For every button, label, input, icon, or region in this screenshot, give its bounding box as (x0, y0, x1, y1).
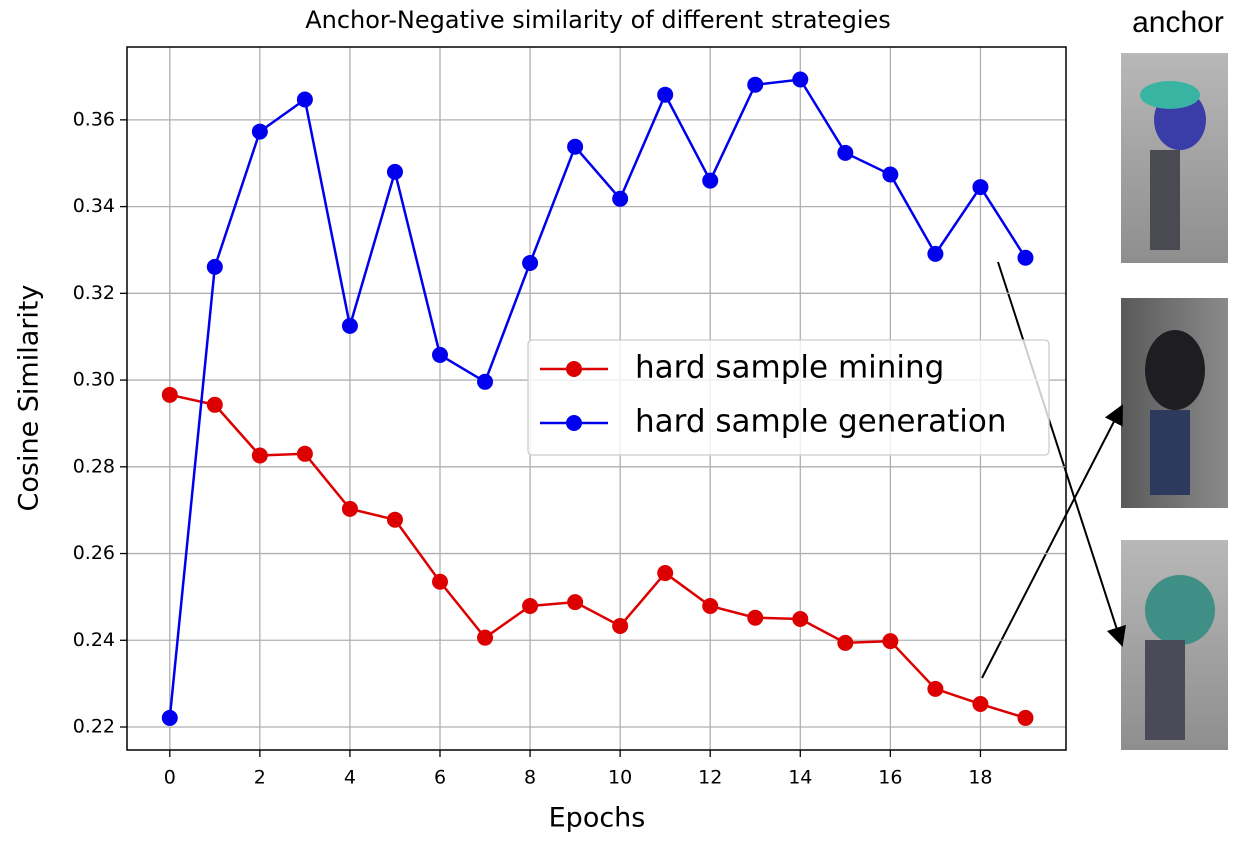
data-point (612, 617, 629, 634)
y-tick-label: 0.24 (73, 629, 115, 651)
data-point (882, 633, 899, 650)
x-tick-label: 6 (434, 767, 446, 789)
y-tick-label: 0.34 (73, 195, 115, 217)
data-point (747, 609, 764, 626)
data-point (386, 163, 403, 180)
x-tick-label: 10 (608, 767, 632, 789)
data-point (251, 447, 268, 464)
arrow (981, 404, 1123, 679)
data-point (206, 396, 223, 413)
data-point (927, 245, 944, 262)
data-point (837, 144, 854, 161)
data-point (296, 445, 313, 462)
data-point (972, 179, 989, 196)
data-point (972, 696, 989, 713)
data-point (341, 500, 358, 517)
legend-marker (566, 361, 582, 377)
y-axis-label: Cosine Similarity (14, 285, 45, 512)
data-point (161, 709, 178, 726)
data-point (612, 190, 629, 207)
y-tick-label: 0.22 (73, 716, 115, 738)
y-tick-label: 0.28 (73, 455, 115, 477)
y-tick-label: 0.26 (73, 542, 115, 564)
x-tick-label: 12 (698, 767, 722, 789)
y-tick-label: 0.30 (73, 369, 115, 391)
data-point (206, 258, 223, 275)
x-tick-label: 16 (878, 767, 902, 789)
x-tick-label: 4 (344, 767, 356, 789)
photo-detail (1145, 330, 1205, 410)
data-point (477, 629, 494, 646)
data-point (567, 138, 584, 155)
legend-frame (527, 339, 1050, 456)
data-point (792, 611, 809, 628)
data-point (702, 598, 719, 615)
y-tick-label: 0.36 (73, 108, 115, 130)
x-axis-label: Epochs (549, 803, 646, 834)
data-point (882, 166, 899, 183)
data-point (792, 71, 809, 88)
data-point (522, 254, 539, 271)
legend-label: hard sample generation (635, 404, 1007, 440)
data-point (251, 123, 268, 140)
data-point (927, 680, 944, 697)
photo-detail (1140, 81, 1200, 109)
data-point (386, 511, 403, 528)
data-point (702, 172, 719, 189)
legend: hard sample mining hard sample generation (527, 339, 1050, 456)
data-point (567, 594, 584, 611)
data-point (432, 573, 448, 590)
data-point (477, 373, 494, 390)
data-point (747, 76, 764, 93)
plot-area: 0.22 0.24 0.26 0.28 0.30 0.32 0.34 0.36 0 2 4 6 8 10 1… (73, 46, 1067, 789)
photo-detail (1145, 575, 1215, 645)
x-tick-label: 8 (524, 767, 536, 789)
photo-detail (1145, 640, 1185, 740)
photo-detail (1150, 150, 1180, 250)
x-tick-label: 14 (788, 767, 812, 789)
data-point (657, 565, 674, 582)
data-point (522, 598, 539, 615)
data-point (341, 317, 358, 334)
series-line (168, 78, 1027, 719)
x-tick-label: 2 (254, 767, 266, 789)
plot-frame (126, 46, 1067, 751)
legend-label: hard sample mining (635, 350, 944, 386)
data-point (1017, 709, 1034, 726)
photos (1121, 53, 1228, 750)
data-point (432, 346, 448, 363)
data-point (161, 386, 178, 403)
data-point (1017, 249, 1034, 266)
chart-title: Anchor-Negative similarity of different … (305, 6, 891, 34)
legend-marker (566, 415, 582, 431)
anchor-label: anchor (1132, 6, 1224, 39)
data-point (296, 91, 313, 108)
x-tick-label: 0 (164, 767, 176, 789)
data-point (657, 86, 674, 103)
photo-detail (1150, 410, 1190, 495)
x-tick-label: 18 (968, 767, 992, 789)
y-tick-label: 0.32 (73, 282, 115, 304)
arrow (997, 261, 1126, 647)
data-point (837, 634, 854, 651)
